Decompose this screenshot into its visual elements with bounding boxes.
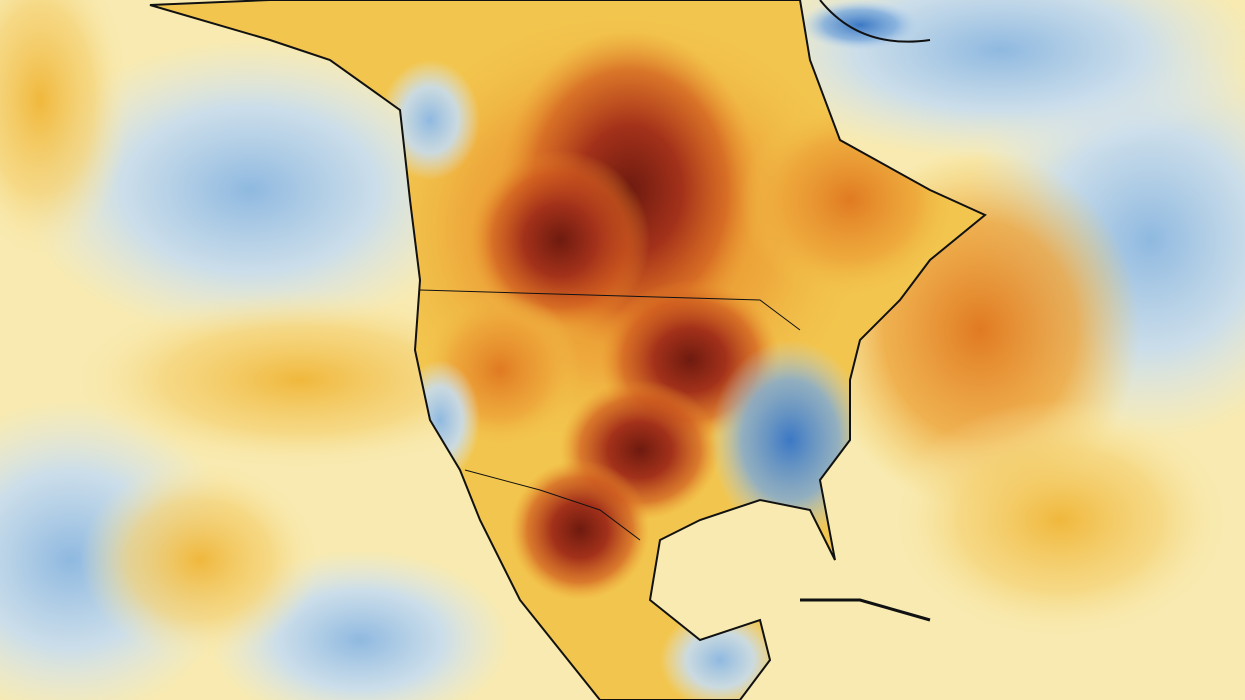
canada-us-border [419, 289, 801, 331]
greenland-tip [819, 0, 931, 43]
cuba-island [800, 598, 931, 622]
coastline-outline [149, 0, 986, 700]
us-mexico-border [464, 469, 641, 541]
